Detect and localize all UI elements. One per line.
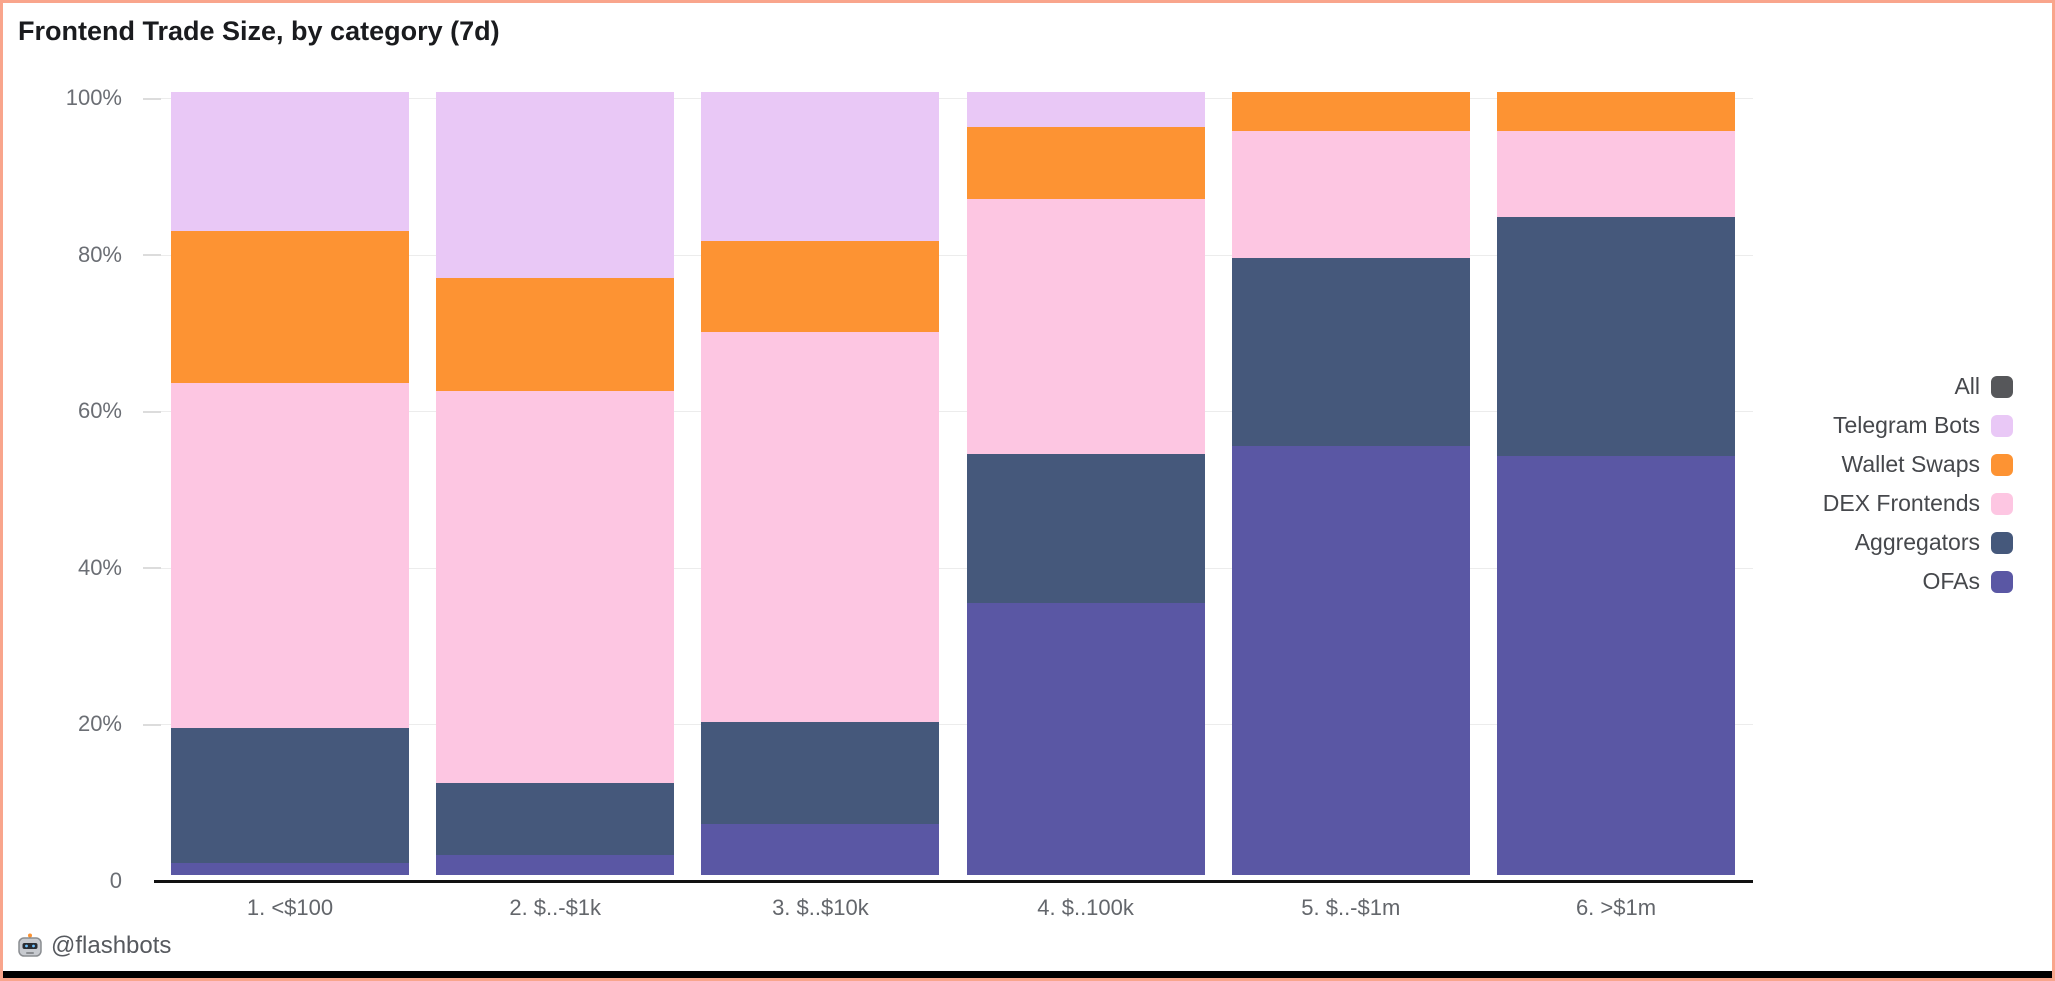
y-axis-label: 100%: [65, 85, 122, 110]
bar-segment-ofas[interactable]: [436, 855, 675, 875]
legend: All Telegram Bots Wallet Swaps DEX Frontend…: [1823, 367, 2013, 601]
legend-swatch: [1991, 531, 2013, 554]
legend-swatch: [1991, 453, 2013, 476]
bar-segment-aggregators[interactable]: [1497, 217, 1735, 457]
bar-segment-dex-frontends[interactable]: [436, 391, 675, 783]
gridline: [143, 411, 1753, 413]
bar-segment-ofas[interactable]: [966, 602, 1205, 875]
legend-swatch: [1991, 414, 2013, 437]
stacked-bar: [436, 92, 675, 875]
legend-item-aggregators[interactable]: Aggregators: [1823, 523, 2013, 562]
legend-swatch: [1991, 375, 2013, 398]
bar-segment-dex-frontends[interactable]: [701, 332, 940, 723]
bar-segment-aggregators[interactable]: [171, 727, 409, 864]
footer-handle: @flashbots: [51, 932, 172, 959]
x-axis-label: 1. <$100: [246, 895, 334, 920]
bar-segment-dex-frontends[interactable]: [1231, 131, 1470, 259]
legend-item-telegram-bots[interactable]: Telegram Bots: [1823, 406, 2013, 445]
stacked-bar: [1497, 92, 1735, 875]
y-axis-tick: [143, 567, 161, 570]
plot-area: 100% 80% 60% 40% 20% 0 1. <$100 2. $..-$1k 3. $.…: [3, 3, 2052, 978]
legend-label: Wallet Swaps: [1841, 451, 1980, 477]
y-axis-tick: [143, 723, 161, 726]
bar-segment-aggregators[interactable]: [1231, 258, 1470, 446]
y-axis-label: 80%: [77, 241, 122, 267]
flashbots-robot-icon: [17, 933, 43, 959]
bar-segment-aggregators[interactable]: [966, 453, 1205, 603]
legend-label: OFAs: [1922, 568, 1980, 594]
legend-item-wallet-swaps[interactable]: Wallet Swaps: [1823, 445, 2013, 484]
y-axis-tick: [143, 254, 161, 257]
stacked-bar: [966, 92, 1205, 875]
bar-segment-aggregators[interactable]: [436, 782, 675, 856]
bar-segment-dex-frontends[interactable]: [171, 383, 409, 728]
legend-label: Aggregators: [1854, 529, 1980, 555]
legend-label: DEX Frontends: [1822, 490, 1980, 516]
bar-segment-aggregators[interactable]: [701, 722, 940, 825]
gridline: [143, 254, 1753, 256]
bar-segment-wallet-swaps[interactable]: [966, 127, 1205, 200]
x-axis-label: 5. $..-$1m: [1301, 895, 1401, 920]
y-axis-label: 60%: [77, 398, 122, 424]
gridline: [143, 567, 1753, 569]
stacked-bar: [1231, 92, 1470, 875]
gridline: [143, 98, 1753, 99]
bar-segment-wallet-swaps[interactable]: [436, 278, 675, 392]
bar-segment-ofas[interactable]: [171, 863, 409, 875]
bar-segment-telegram-bots[interactable]: [966, 92, 1205, 128]
bar-segment-telegram-bots[interactable]: [436, 92, 675, 279]
legend-label: All: [1954, 373, 1980, 399]
x-axis-label: 3. $..$10k: [772, 895, 869, 920]
stacked-bar: [701, 92, 940, 875]
legend-swatch: [1991, 492, 2013, 515]
bar-segment-wallet-swaps[interactable]: [701, 240, 940, 333]
bar-segment-wallet-swaps[interactable]: [1231, 92, 1470, 132]
legend-item-dex-frontends[interactable]: DEX Frontends: [1823, 484, 2013, 523]
x-axis-label: 4. $..100k: [1037, 895, 1134, 920]
bar-segment-telegram-bots[interactable]: [171, 92, 409, 231]
x-axis-label: 6. >$1m: [1575, 895, 1657, 920]
bar-segment-wallet-swaps[interactable]: [171, 230, 409, 384]
bar-segment-ofas[interactable]: [1497, 456, 1735, 875]
bar-segment-telegram-bots[interactable]: [701, 92, 940, 241]
legend-swatch: [1991, 570, 2013, 593]
chart-title: Frontend Trade Size, by category (7d): [18, 16, 500, 46]
y-axis-label: 0: [109, 868, 122, 893]
bar-segment-ofas[interactable]: [701, 824, 940, 875]
bottom-black-bar: [3, 971, 2052, 978]
y-axis-tick: [143, 410, 161, 413]
x-axis-line: [154, 880, 1753, 883]
stacked-bar: [171, 92, 409, 875]
legend-item-all[interactable]: All: [1823, 367, 2013, 406]
y-axis-label: 40%: [77, 554, 122, 580]
y-axis-tick: [143, 97, 161, 100]
gridline: [143, 724, 1753, 726]
x-axis-label: 2. $..-$1k: [509, 895, 602, 920]
y-axis-label: 20%: [77, 711, 122, 737]
bar-segment-wallet-swaps[interactable]: [1497, 92, 1735, 132]
bar-segment-ofas[interactable]: [1231, 445, 1470, 875]
bar-segment-dex-frontends[interactable]: [1497, 131, 1735, 218]
legend-label: Telegram Bots: [1832, 412, 1980, 438]
legend-item-ofas[interactable]: OFAs: [1823, 562, 2013, 601]
bar-segment-dex-frontends[interactable]: [966, 199, 1205, 454]
footer-attribution: @flashbots: [17, 932, 171, 960]
